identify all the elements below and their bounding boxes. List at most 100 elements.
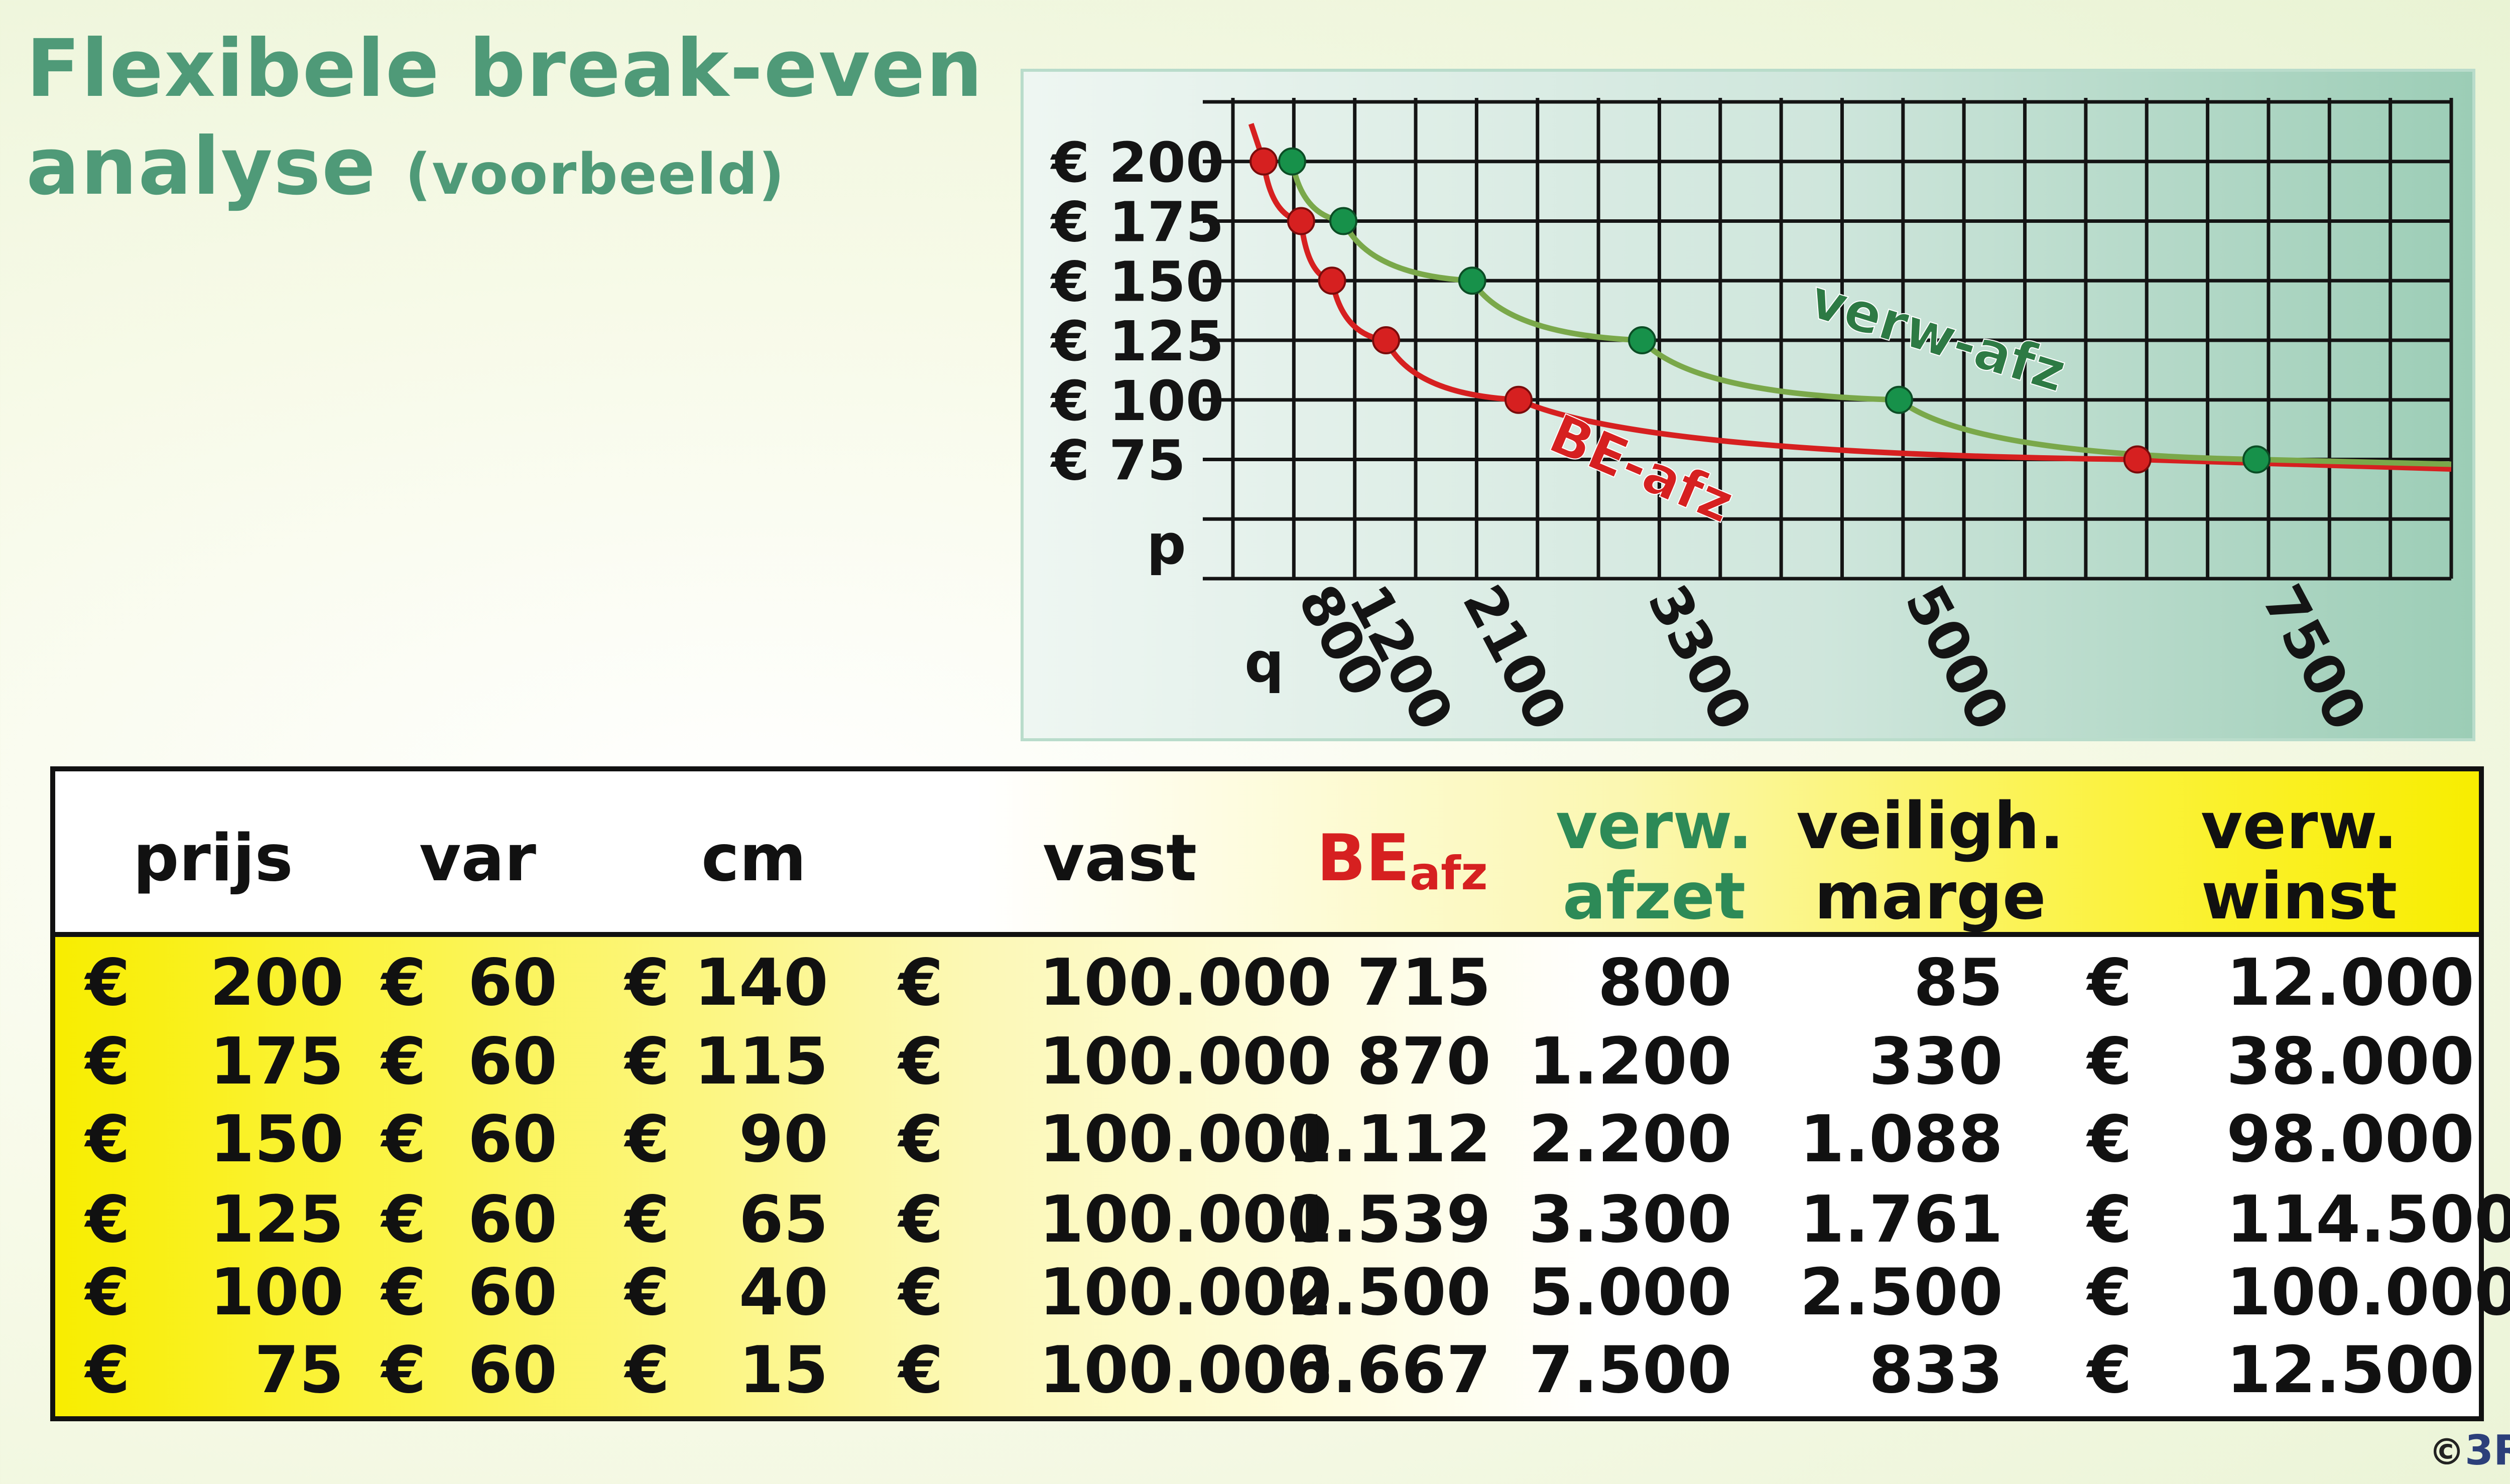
cell-prijs-currency: € bbox=[85, 1333, 131, 1408]
cell-var: 60 bbox=[467, 946, 557, 1020]
cell-var-currency: € bbox=[382, 1333, 427, 1408]
y-tick-label: € 175 bbox=[1050, 190, 1224, 254]
data-point-be-afz bbox=[1249, 147, 1278, 176]
cell-winst-currency: € bbox=[2087, 946, 2132, 1020]
cell-be-afz: 1.539 bbox=[1288, 1182, 1491, 1257]
cell-vast-currency: € bbox=[899, 1102, 944, 1177]
page-title: Flexibele break-even analyse (voorbeeld) bbox=[26, 20, 983, 224]
y-tick-label: € 200 bbox=[1050, 130, 1224, 195]
cell-prijs-currency: € bbox=[85, 1102, 131, 1177]
cell-cm-currency: € bbox=[625, 1255, 670, 1330]
cell-vast-currency: € bbox=[899, 1255, 944, 1330]
cell-prijs: 150 bbox=[209, 1102, 344, 1177]
y-axis-label: p bbox=[1147, 512, 1186, 577]
title-subtitle: (voorbeeld) bbox=[405, 142, 786, 207]
cell-vast-currency: € bbox=[899, 1024, 944, 1099]
cell-cm: 40 bbox=[738, 1255, 828, 1330]
cell-verw-winst: 98.000 bbox=[2226, 1102, 2474, 1177]
table-row: €100 €60 €40 €100.000 2.500 5.000 2.500 €100.00… bbox=[55, 1255, 2510, 1331]
header-be-main: BE bbox=[1317, 821, 1410, 896]
cell-cm: 90 bbox=[738, 1102, 828, 1177]
cell-var: 60 bbox=[467, 1255, 557, 1330]
data-point-verw-afz bbox=[1329, 207, 1357, 235]
header-verw-winst: verw. winst bbox=[2174, 791, 2425, 932]
cell-cm: 115 bbox=[694, 1024, 828, 1099]
cell-cm-currency: € bbox=[625, 1333, 670, 1408]
header-veiligh-line1: veiligh. bbox=[1796, 789, 2064, 864]
series-label-be-afz: BE-afz bbox=[1541, 402, 1742, 535]
cell-prijs: 100 bbox=[209, 1255, 344, 1330]
cell-verw-winst: 12.000 bbox=[2226, 946, 2474, 1020]
cell-cm: 140 bbox=[694, 946, 828, 1020]
cell-prijs-currency: € bbox=[85, 946, 131, 1020]
table-row: €175 €60 €115 €100.000 870 1.200 330 €38.000 bbox=[55, 1030, 2479, 1100]
header-cm: cm bbox=[701, 821, 807, 896]
cell-var: 60 bbox=[467, 1182, 557, 1257]
cell-veiligh-marge: 85 bbox=[1913, 946, 2003, 1020]
cell-vast: 100.000 bbox=[1039, 1333, 1332, 1408]
header-vast: vast bbox=[1043, 821, 1197, 896]
cell-verw-winst: 12.500 bbox=[2226, 1333, 2474, 1408]
y-tick-label: € 125 bbox=[1050, 309, 1224, 373]
cell-veiligh-marge: 2.500 bbox=[1800, 1255, 2003, 1330]
cell-winst-currency: € bbox=[2087, 1024, 2132, 1099]
cell-veiligh-marge: 330 bbox=[1868, 1024, 2003, 1099]
cell-veiligh-marge: 833 bbox=[1868, 1333, 2003, 1408]
header-veiligh-marge: veiligh. marge bbox=[1790, 791, 2071, 932]
x-tick-label: 5000 bbox=[1893, 575, 2022, 738]
cell-prijs: 200 bbox=[209, 946, 344, 1020]
y-tick-label: € 75 bbox=[1050, 429, 1186, 493]
cell-verw-winst: 100.000 bbox=[2226, 1255, 2510, 1330]
data-point-verw-afz bbox=[1458, 266, 1486, 295]
cell-var-currency: € bbox=[382, 1255, 427, 1330]
data-point-be-afz bbox=[1372, 326, 1401, 354]
cell-vast: 100.000 bbox=[1039, 1102, 1332, 1177]
cell-prijs-currency: € bbox=[85, 1024, 131, 1099]
data-point-verw-afz bbox=[1278, 147, 1306, 176]
cell-var: 60 bbox=[467, 1102, 557, 1177]
header-var: var bbox=[419, 821, 536, 896]
cell-winst-currency: € bbox=[2087, 1102, 2132, 1177]
cell-var-currency: € bbox=[382, 1182, 427, 1257]
cell-veiligh-marge: 1.761 bbox=[1800, 1182, 2003, 1257]
cell-vast-currency: € bbox=[899, 946, 944, 1020]
cell-vast: 100.000 bbox=[1039, 1182, 1332, 1257]
cell-verw-afzet: 5.000 bbox=[1529, 1255, 1732, 1330]
cell-prijs: 125 bbox=[209, 1182, 344, 1257]
chart-grid bbox=[1203, 98, 2453, 581]
cell-verw-winst: 114.500 bbox=[2226, 1182, 2510, 1257]
cell-cm: 65 bbox=[738, 1182, 828, 1257]
table-row: €125 €60 €65 €100.000 1.539 3.300 1.761 €114.50… bbox=[55, 1182, 2510, 1258]
data-point-verw-afz bbox=[1885, 385, 1913, 414]
header-be-afz: BEafz bbox=[1317, 827, 1488, 901]
cell-verw-afzet: 800 bbox=[1597, 946, 1732, 1020]
title-line-1: Flexibele break-even bbox=[26, 23, 984, 115]
cell-verw-afzet: 3.300 bbox=[1529, 1182, 1732, 1257]
cell-var: 60 bbox=[467, 1333, 557, 1408]
break-even-table: prijs var cm vast BEafz verw. afzet veil… bbox=[50, 766, 2510, 1421]
data-point-be-afz bbox=[1318, 266, 1346, 295]
chart-panel: € 200 € 175 € 150 € 125 € 100 € 75 p q 800 1200 21… bbox=[1021, 69, 2475, 741]
cell-cm-currency: € bbox=[625, 1102, 670, 1177]
cell-cm-currency: € bbox=[625, 1024, 670, 1099]
cell-cm: 15 bbox=[738, 1333, 828, 1408]
header-verw-afzet: verw. afzet bbox=[1546, 791, 1762, 932]
cell-be-afz: 870 bbox=[1356, 1024, 1491, 1099]
cell-winst-currency: € bbox=[2087, 1182, 2132, 1257]
cell-vast: 100.000 bbox=[1039, 946, 1332, 1020]
y-tick-label: € 150 bbox=[1050, 249, 1224, 314]
cell-var: 60 bbox=[467, 1024, 557, 1099]
data-point-verw-afz bbox=[1628, 326, 1656, 354]
cell-var-currency: € bbox=[382, 1102, 427, 1177]
data-point-be-afz bbox=[1287, 207, 1315, 235]
header-be-sub: afz bbox=[1410, 847, 1488, 900]
cell-prijs-currency: € bbox=[85, 1182, 131, 1257]
title-line-2: analyse bbox=[26, 120, 377, 213]
cell-verw-afzet: 7.500 bbox=[1529, 1333, 1732, 1408]
table-body: €200 €60 €140 €100.000 715 800 85 €12.000 €175 €6… bbox=[55, 937, 2510, 1416]
cell-be-afz: 715 bbox=[1356, 946, 1491, 1020]
x-tick-label: 2100 bbox=[1450, 575, 1579, 738]
cell-var-currency: € bbox=[382, 1024, 427, 1099]
cell-vast: 100.000 bbox=[1039, 1255, 1332, 1330]
